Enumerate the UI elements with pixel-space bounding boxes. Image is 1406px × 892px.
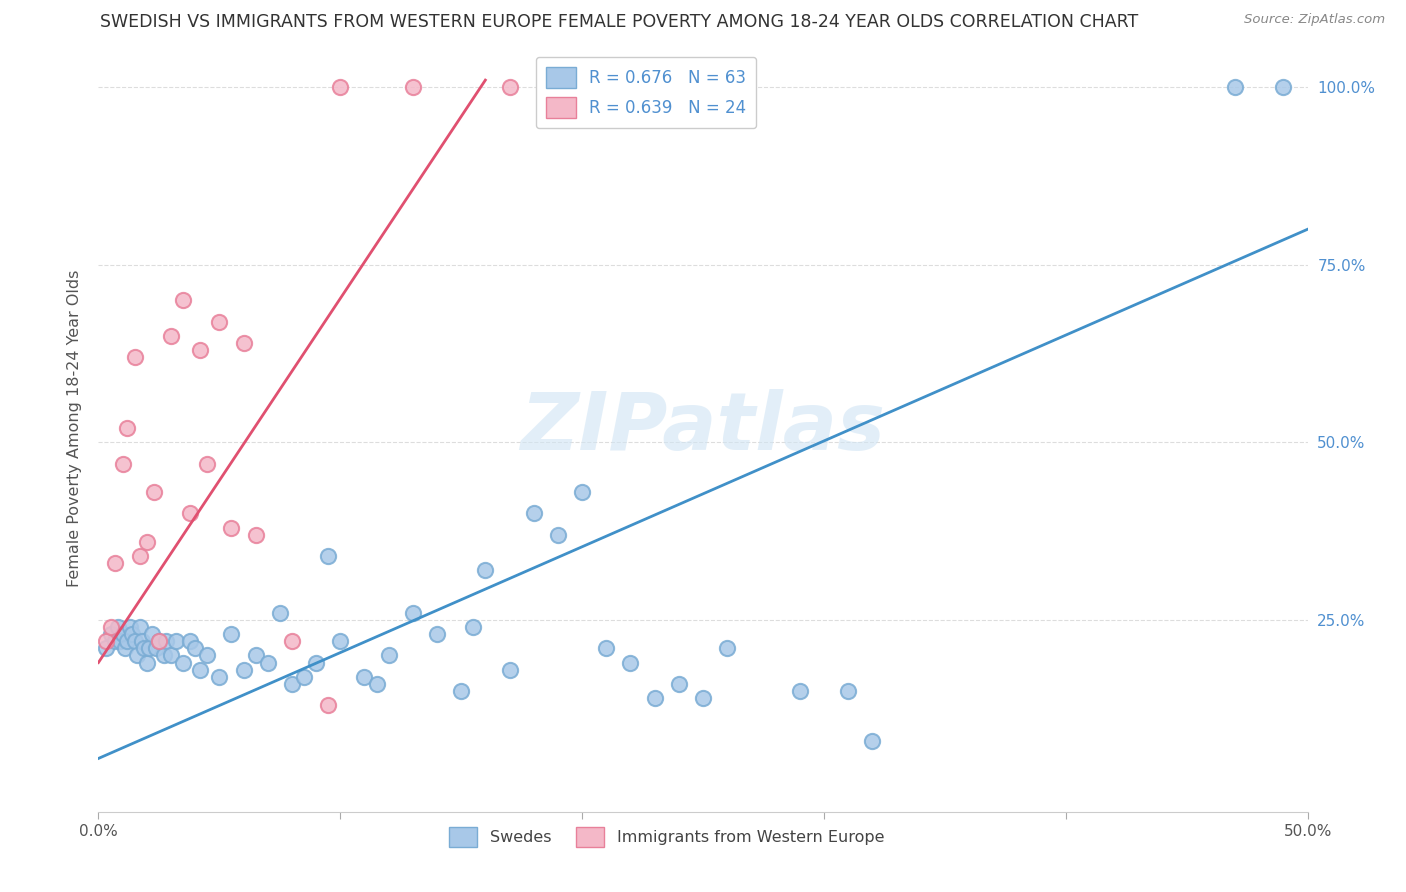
Point [463,620,485,634]
Point [208,670,231,684]
Point [221,520,243,534]
Text: Source: ZipAtlas.com: Source: ZipAtlas.com [1244,13,1385,27]
Legend: Swedes, Immigrants from Western Europe: Swedes, Immigrants from Western Europe [443,821,891,854]
Point [366,677,388,691]
Point [402,606,425,620]
Point [329,634,352,648]
Point [860,733,883,747]
Point [179,507,201,521]
Point [692,691,714,706]
Point [108,634,131,648]
Point [195,457,218,471]
Point [305,656,328,670]
Point [134,641,156,656]
Point [316,549,339,563]
Point [114,641,136,656]
Point [141,627,163,641]
Point [128,620,150,634]
Point [188,343,211,357]
Point [292,670,315,684]
Text: ZIPatlas: ZIPatlas [520,389,886,467]
Point [619,656,641,670]
Point [256,656,278,670]
Point [716,641,738,656]
Point [789,684,811,698]
Point [160,648,183,663]
Point [172,656,194,670]
Point [121,627,143,641]
Point [100,627,122,641]
Point [316,698,339,713]
Point [450,684,472,698]
Point [281,677,304,691]
Point [195,648,218,663]
Point [111,457,134,471]
Point [221,627,243,641]
Point [523,507,546,521]
Y-axis label: Female Poverty Among 18-24 Year Olds: Female Poverty Among 18-24 Year Olds [66,269,82,587]
Point [124,350,146,364]
Point [117,421,139,435]
Point [128,549,150,563]
Point [837,684,859,698]
Point [474,563,496,577]
Point [131,634,153,648]
Point [377,648,399,663]
Point [127,648,149,663]
Point [1272,80,1295,95]
Point [498,80,520,95]
Point [94,634,117,648]
Text: SWEDISH VS IMMIGRANTS FROM WESTERN EUROPE FEMALE POVERTY AMONG 18-24 YEAR OLDS C: SWEDISH VS IMMIGRANTS FROM WESTERN EUROP… [100,13,1137,31]
Point [668,677,690,691]
Point [498,663,520,677]
Point [232,663,254,677]
Point [100,620,122,634]
Point [1223,80,1246,95]
Point [107,620,129,634]
Point [165,634,187,648]
Point [148,634,170,648]
Point [426,627,449,641]
Point [184,641,207,656]
Point [118,620,141,634]
Point [152,648,174,663]
Point [111,627,134,641]
Point [117,634,139,648]
Point [135,534,157,549]
Point [104,634,127,648]
Point [155,634,177,648]
Point [245,527,267,541]
Point [329,80,352,95]
Point [547,527,569,541]
Point [138,641,160,656]
Point [145,641,167,656]
Point [571,485,593,500]
Point [160,328,183,343]
Point [644,691,666,706]
Point [143,485,166,500]
Point [208,315,231,329]
Point [281,634,304,648]
Point [172,293,194,308]
Point [402,80,425,95]
Point [179,634,201,648]
Point [245,648,267,663]
Point [269,606,291,620]
Point [353,670,375,684]
Point [188,663,211,677]
Point [104,556,127,570]
Point [232,335,254,350]
Point [94,641,117,656]
Point [595,641,617,656]
Point [135,656,157,670]
Point [124,634,146,648]
Point [148,634,170,648]
